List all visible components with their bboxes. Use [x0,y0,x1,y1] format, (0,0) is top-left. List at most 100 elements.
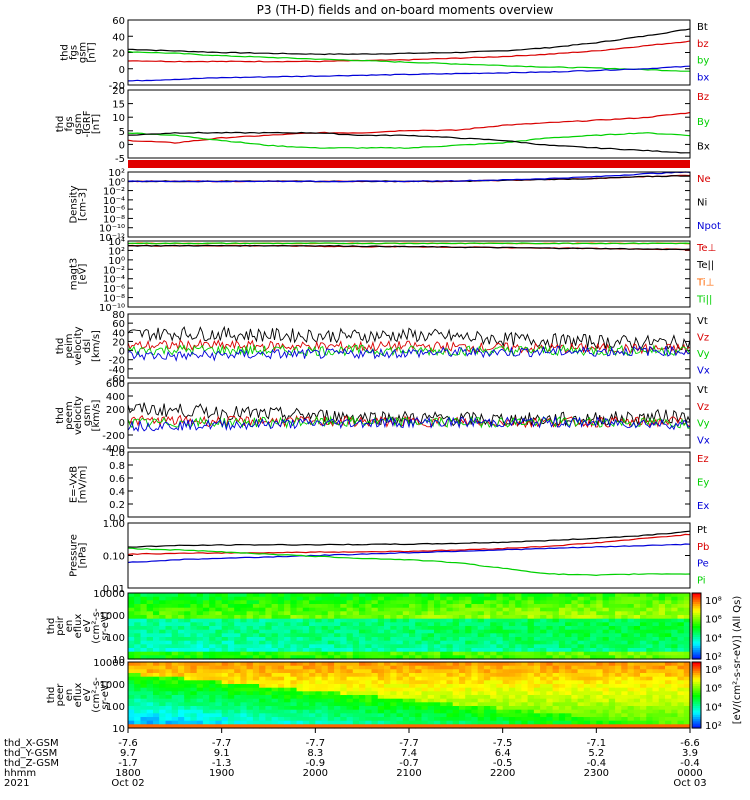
heat-cell [178,709,185,714]
colorbar-cell [692,664,701,667]
heat-cell [508,717,516,722]
heat-cell [371,684,379,689]
heat-cell [234,593,241,598]
heat-cell [302,637,310,642]
heat-cell [371,655,379,660]
heat-cell [290,604,298,609]
heat-cell [128,607,135,612]
heat-cell [259,713,266,718]
heat-cell [446,706,454,711]
heat-cell [640,596,647,601]
heat-cell [608,655,616,660]
heat-cell [540,698,547,703]
heat-cell [565,709,572,714]
heat-cell [583,604,591,609]
heat-cell [508,644,516,649]
heat-cell [234,600,241,605]
heat-cell [240,637,248,642]
heat-cell [627,618,635,623]
heat-cell [196,593,204,598]
heat-cell [508,695,516,700]
heat-cell [665,717,672,722]
heat-cell [296,633,304,638]
heat-cell [465,687,472,692]
heat-cell [658,698,666,703]
heat-cell [321,720,329,725]
heat-cell [471,593,479,598]
heat-cell [452,593,460,598]
heat-cell [502,618,510,623]
heat-cell [508,724,516,729]
heat-cell [627,644,635,649]
heat-cell [446,720,454,725]
heat-cell [671,604,679,609]
heat-cell [558,720,566,725]
heat-cell [571,713,579,718]
colorbar-cell [692,673,701,676]
heat-cell [496,622,504,627]
x-value-z: -0.7 [399,758,419,769]
heat-cell [240,655,248,660]
heat-cell [515,676,522,681]
heat-cell [390,717,398,722]
heat-cell [627,593,635,598]
heat-cell [153,709,160,714]
heat-cell [346,615,354,620]
heat-cell [652,615,660,620]
heat-cell [533,673,541,678]
heat-cell [508,626,516,631]
heat-cell [452,673,460,678]
heat-cell [153,618,160,623]
heat-cell [277,593,285,598]
colorbar-tick-label: 10² [705,721,722,732]
heat-cell [365,684,373,689]
heat-cell [159,684,166,689]
heat-cell [471,662,479,667]
heat-cell [583,593,591,598]
heat-cell [234,662,241,667]
heat-cell [446,626,454,631]
heat-cell [446,644,454,649]
heat-cell [171,662,179,667]
heat-cell [615,648,622,653]
heat-cell [340,662,348,667]
colorbar-tick-label: 10⁶ [705,684,722,695]
heat-cell [321,717,329,722]
heat-cell [483,604,491,609]
heat-cell [190,709,198,714]
heat-cell [465,717,472,722]
y-tick-label: 5 [119,127,125,138]
heat-cell [465,673,472,678]
heat-cell [146,684,154,689]
heat-cell [309,596,316,601]
heat-cell [502,615,510,620]
heat-cell [608,680,616,685]
heat-cell [508,655,516,660]
colorbar-cell [692,641,701,645]
heat-cell [596,640,604,645]
heat-cell [359,633,366,638]
heat-cell [128,611,135,616]
heat-cell [627,669,635,674]
heat-cell [446,593,454,598]
heat-cell [427,676,435,681]
heat-cell [359,709,366,714]
heat-cell [459,709,466,714]
heat-cell [415,684,422,689]
heat-cell [521,596,529,601]
heat-cell [596,648,604,653]
heat-cell [227,604,235,609]
heat-cell [390,600,398,605]
heat-cell [309,607,316,612]
heat-cell [490,695,497,700]
heat-cell [134,651,141,656]
heat-cell [596,706,604,711]
heat-cell [146,626,154,631]
heat-cell [434,702,441,707]
heat-cell [471,691,479,696]
heat-cell [434,648,441,653]
heat-cell [246,618,254,623]
heat-cell [202,611,210,616]
heat-cell [259,717,266,722]
